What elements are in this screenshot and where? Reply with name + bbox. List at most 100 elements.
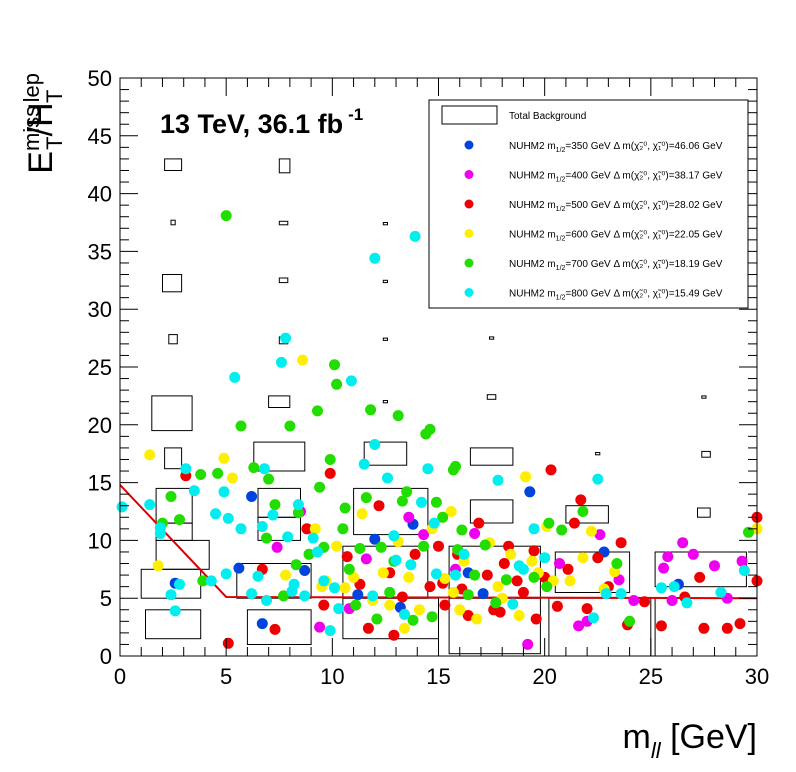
- legend-marker-5: [464, 288, 474, 297]
- point-series-5-54: [615, 588, 627, 600]
- point-series-0-1: [233, 562, 245, 574]
- y-tick-label: 35: [88, 239, 112, 264]
- point-series-4-50: [743, 526, 754, 538]
- point-series-2-38: [694, 571, 706, 583]
- background-box-32: [469, 447, 514, 466]
- background-box-43: [701, 395, 707, 399]
- x-tick-label: 25: [639, 664, 663, 689]
- y-tick-labels: 0 5 10 15 20 25 30 35 40 45 50: [88, 66, 112, 669]
- x-tick-label: 15: [426, 664, 450, 689]
- point-series-5-46: [507, 598, 519, 610]
- legend-label-background: Total Background: [509, 111, 586, 122]
- point-series-3-19: [454, 604, 466, 616]
- point-series-5-9: [205, 575, 217, 587]
- point-series-5-20: [267, 509, 279, 521]
- point-series-4-1: [165, 491, 177, 502]
- background-box-12: [236, 563, 312, 599]
- point-series-2-7: [341, 551, 353, 563]
- point-series-3-21: [471, 613, 483, 625]
- point-series-5-62: [329, 582, 340, 594]
- point-series-3-12: [377, 567, 389, 579]
- point-series-1-21: [736, 555, 748, 567]
- point-series-3-5: [297, 354, 309, 366]
- point-series-3-37: [348, 571, 360, 583]
- point-series-3-2: [218, 452, 230, 464]
- point-series-1-8: [469, 528, 481, 539]
- point-series-5-49: [528, 523, 540, 535]
- background-box-8: [162, 274, 183, 293]
- point-series-5-30: [324, 625, 336, 637]
- point-series-5-28: [312, 546, 323, 558]
- point-series-5-23: [282, 531, 294, 543]
- point-series-2-24: [528, 545, 540, 557]
- point-series-4-30: [401, 486, 413, 498]
- point-series-3-1: [152, 560, 164, 572]
- background-box-15: [253, 441, 306, 472]
- point-series-3-14: [403, 571, 415, 583]
- point-series-5-33: [358, 458, 370, 470]
- y-tick-label: 5: [100, 586, 112, 611]
- background-box-6: [151, 395, 193, 432]
- point-series-0-6: [369, 533, 381, 545]
- point-series-4-55: [337, 523, 349, 535]
- background-box-33: [486, 394, 497, 400]
- point-series-2-30: [581, 603, 593, 615]
- point-series-4-27: [384, 586, 396, 598]
- y-tick-label: 30: [88, 297, 112, 322]
- point-series-1-13: [594, 529, 606, 541]
- point-series-5-11: [218, 486, 230, 498]
- legend-label-3: NUHM2 m1/2=600 GeV Δ m(χ̃₂⁰, χ̃₁⁰)=22.05…: [509, 230, 723, 243]
- point-series-5-13: [222, 512, 234, 524]
- point-series-4-19: [329, 359, 340, 371]
- point-series-5-44: [450, 569, 461, 581]
- point-series-5-43: [430, 568, 442, 580]
- point-series-3-41: [384, 599, 396, 611]
- point-series-1-4: [360, 553, 372, 565]
- point-series-2-15: [439, 599, 451, 611]
- point-series-1-5: [403, 511, 415, 523]
- data-points: [116, 210, 763, 650]
- point-series-2-17: [462, 610, 474, 621]
- point-series-2-9: [362, 622, 374, 634]
- point-series-4-2: [174, 514, 185, 526]
- y-tick-label: 0: [100, 644, 112, 669]
- point-series-4-3: [195, 469, 207, 480]
- y-tick-label: 25: [88, 355, 112, 380]
- point-series-5-52: [592, 473, 604, 485]
- point-series-5-39: [399, 608, 410, 620]
- point-series-4-52: [396, 495, 408, 507]
- legend-marker-2: [464, 199, 474, 209]
- legend-frame: [428, 99, 749, 309]
- point-series-5-21: [275, 356, 287, 368]
- y-tick-label: 20: [88, 413, 112, 438]
- point-series-4-25: [365, 404, 377, 416]
- point-series-4-42: [500, 574, 512, 586]
- legend-marker-4: [464, 258, 474, 268]
- x-tick-label: 10: [320, 664, 344, 689]
- point-series-0-3: [256, 618, 268, 630]
- background-box-38: [595, 452, 601, 456]
- point-series-4-5: [212, 467, 224, 479]
- background-box-24: [363, 441, 408, 466]
- point-series-5-53: [600, 588, 612, 600]
- point-series-4-24: [360, 492, 372, 504]
- x-tick-label: 5: [220, 664, 232, 689]
- point-series-5-22: [280, 332, 292, 344]
- axis-ticks: [119, 77, 758, 657]
- cut-line-layer: [119, 484, 758, 600]
- point-series-4-29: [392, 410, 404, 422]
- point-series-4-12: [278, 590, 289, 602]
- point-series-4-45: [556, 524, 568, 536]
- point-series-2-51: [498, 558, 510, 569]
- point-series-2-3: [269, 623, 281, 635]
- point-series-5-58: [715, 586, 727, 598]
- point-series-5-57: [681, 597, 693, 609]
- point-series-2-18: [473, 517, 485, 529]
- point-series-1-2: [314, 621, 326, 633]
- point-series-4-51: [430, 496, 442, 508]
- point-series-4-21: [339, 502, 351, 514]
- legend-swatch-background: [441, 105, 498, 125]
- x-tick-label: 0: [114, 664, 126, 689]
- point-series-2-49: [433, 540, 444, 552]
- point-series-4-14: [292, 507, 304, 519]
